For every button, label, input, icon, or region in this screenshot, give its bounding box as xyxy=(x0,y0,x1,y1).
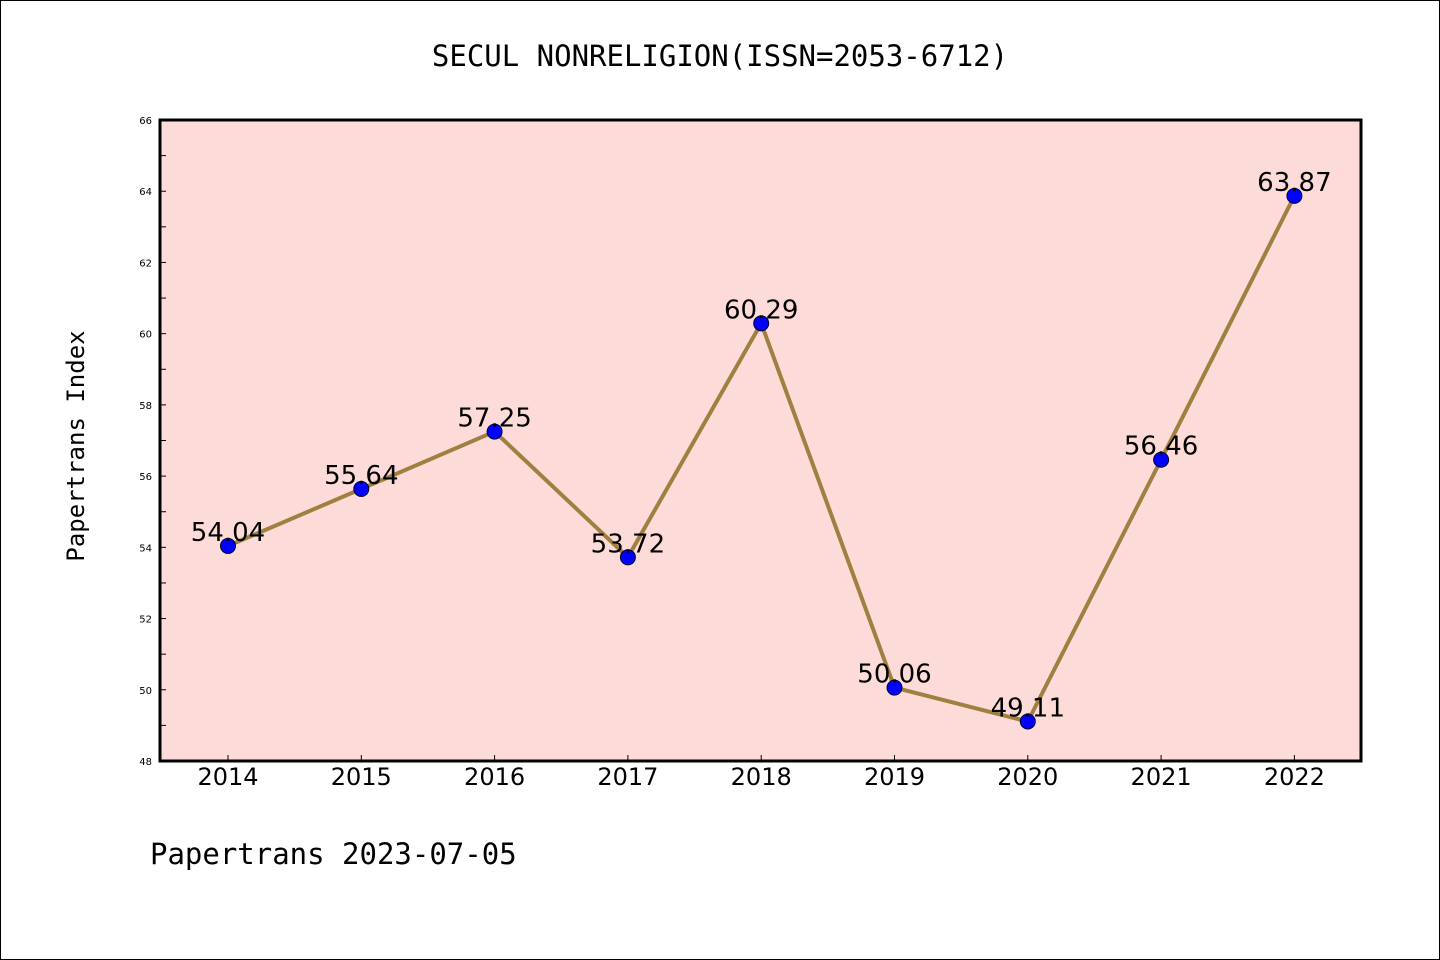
x-tick-label: 2018 xyxy=(731,763,792,791)
data-label: 55.64 xyxy=(324,461,398,491)
data-label: 54.04 xyxy=(191,518,265,548)
y-tick-label: 50 xyxy=(139,686,152,697)
footer-text: Papertrans 2023-07-05 xyxy=(150,837,517,871)
x-tick-label: 2020 xyxy=(997,763,1058,791)
y-tick-label: 52 xyxy=(139,615,152,626)
data-label: 56.46 xyxy=(1124,432,1198,462)
x-tick-label: 2014 xyxy=(197,763,258,791)
x-tick-label: 2016 xyxy=(464,763,525,791)
y-tick-label: 66 xyxy=(139,116,152,127)
data-point xyxy=(753,315,770,332)
y-tick-label: 62 xyxy=(139,258,152,269)
x-tick-label: 2015 xyxy=(331,763,392,791)
data-point xyxy=(1153,451,1170,468)
y-tick-label: 56 xyxy=(139,472,152,483)
y-tick-label: 64 xyxy=(139,187,152,198)
data-label: 50.06 xyxy=(857,660,931,690)
data-point xyxy=(1286,187,1303,204)
data-label: 57.25 xyxy=(457,404,531,434)
x-tick-label: 2021 xyxy=(1131,763,1192,791)
data-label: 53.72 xyxy=(591,529,665,559)
x-tick-label: 2017 xyxy=(597,763,658,791)
data-labels: 54.04 55.64 57.25 53.72 60.29 50.06 49.11 56.46… xyxy=(191,168,1332,724)
data-label: 63.87 xyxy=(1257,168,1331,198)
data-point xyxy=(1019,713,1036,730)
data-markers xyxy=(220,187,1303,730)
data-point xyxy=(619,549,636,566)
x-axis: 2014 2015 2016 2017 2018 2019 2020 2021 2022 xyxy=(197,755,1325,791)
data-point xyxy=(220,537,236,554)
y-tick-label: 48 xyxy=(139,757,152,768)
y-axis: 48 50 52 54 56 58 60 62 64 66 xyxy=(139,116,166,768)
y-tick-label: 58 xyxy=(139,401,152,412)
data-label: 60.29 xyxy=(724,295,798,325)
data-point xyxy=(886,679,903,696)
data-label: 49.11 xyxy=(991,693,1065,723)
plot-area xyxy=(158,118,1363,763)
y-tick-label: 60 xyxy=(139,330,152,341)
y-tick-label: 54 xyxy=(139,543,152,554)
data-point xyxy=(353,480,370,497)
y-axis-label: Papertrans Index xyxy=(62,330,90,561)
x-tick-label: 2019 xyxy=(864,763,925,791)
chart-title: SECUL NONRELIGION(ISSN=2053-6712) xyxy=(432,39,1008,73)
x-tick-label: 2022 xyxy=(1264,763,1325,791)
data-point xyxy=(486,423,503,440)
